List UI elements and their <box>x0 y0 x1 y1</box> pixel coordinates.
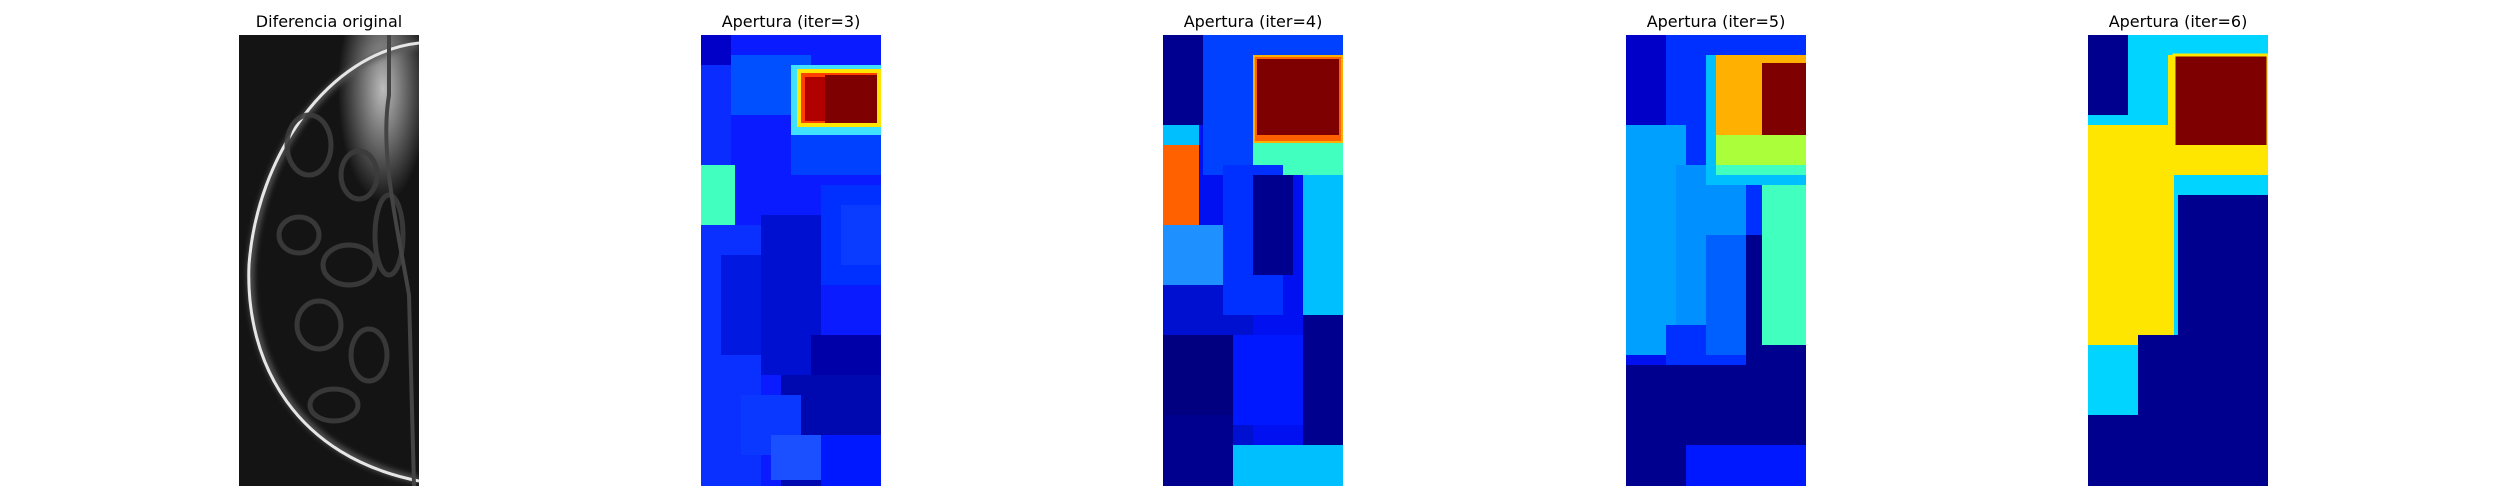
jet-image-iter-5 <box>1626 35 1806 486</box>
grayscale-image <box>239 35 419 486</box>
panel-apertura-iter-4: Apertura (iter=4) <box>1163 0 1343 500</box>
jet-image-iter-4 <box>1163 35 1343 486</box>
panel-title: Apertura (iter=5) <box>1646 12 1786 31</box>
panel-title: Apertura (iter=4) <box>1183 12 1323 31</box>
jet-image-iter-3 <box>701 35 881 486</box>
panel-title: Apertura (iter=6) <box>2108 12 2248 31</box>
jet-image-iter-6 <box>2088 35 2268 486</box>
panel-title: Diferencia original <box>255 12 403 31</box>
panel-title: Apertura (iter=3) <box>721 12 861 31</box>
panel-diferencia-original: Diferencia original <box>239 0 419 500</box>
panel-apertura-iter-6: Apertura (iter=6) <box>2088 0 2268 500</box>
panel-apertura-iter-5: Apertura (iter=5) <box>1626 0 1806 500</box>
panel-apertura-iter-3: Apertura (iter=3) <box>701 0 881 500</box>
